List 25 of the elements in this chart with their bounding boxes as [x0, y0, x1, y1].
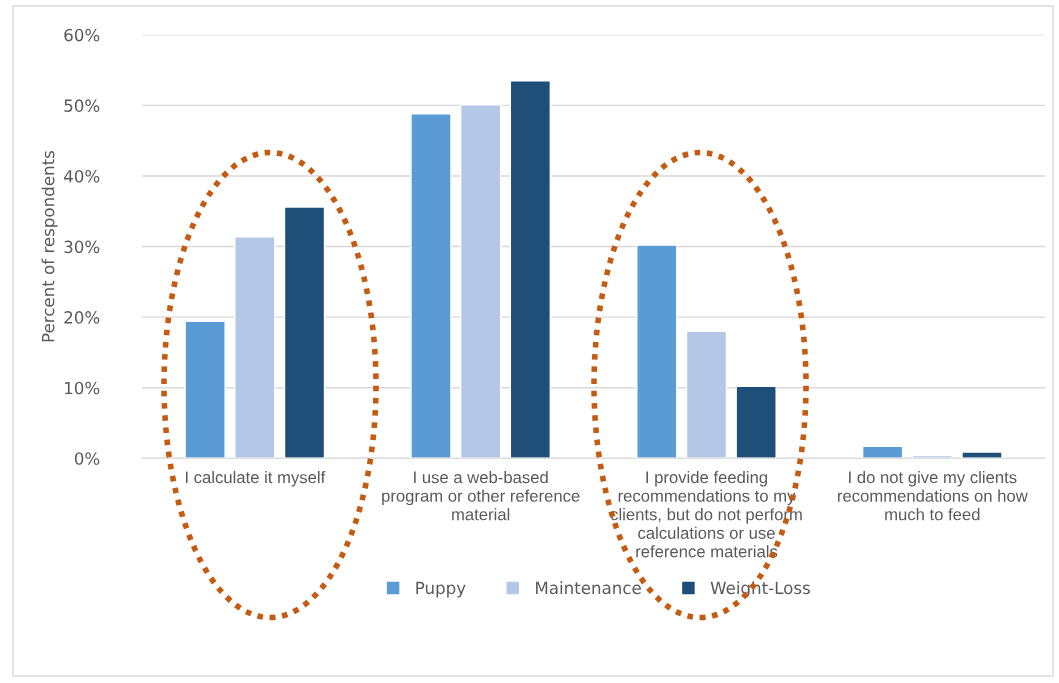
bar [685, 330, 728, 459]
y-tick-label: 20% [64, 311, 100, 324]
y-tick-label: 40% [64, 169, 100, 183]
bar [509, 80, 552, 459]
y-tick-label: 60% [64, 28, 100, 42]
bar [184, 320, 226, 459]
legend-label: Puppy [416, 581, 466, 598]
y-tick-label: 30% [64, 240, 100, 254]
legend-label: Maintenance [536, 581, 641, 595]
bar [735, 385, 777, 459]
y-axis-title: Percent of respondents [41, 151, 58, 342]
bar [283, 206, 326, 459]
y-tick-label: 10% [65, 381, 100, 395]
x-tick-label: I do not give my clients recommendations on how much to feed [838, 471, 1028, 521]
bar [636, 244, 678, 459]
bar [234, 235, 276, 459]
y-tick-label: 50% [64, 99, 100, 112]
x-tick-label: I calculate it myself [185, 471, 326, 487]
bar [861, 445, 904, 459]
y-tick-label: 0% [74, 452, 100, 465]
bar [459, 104, 502, 459]
legend-label: Weight-Loss [710, 581, 810, 598]
bar [961, 451, 1003, 459]
x-tick-label: I use a web-based program or other reference material [382, 471, 580, 521]
bar [410, 113, 452, 459]
